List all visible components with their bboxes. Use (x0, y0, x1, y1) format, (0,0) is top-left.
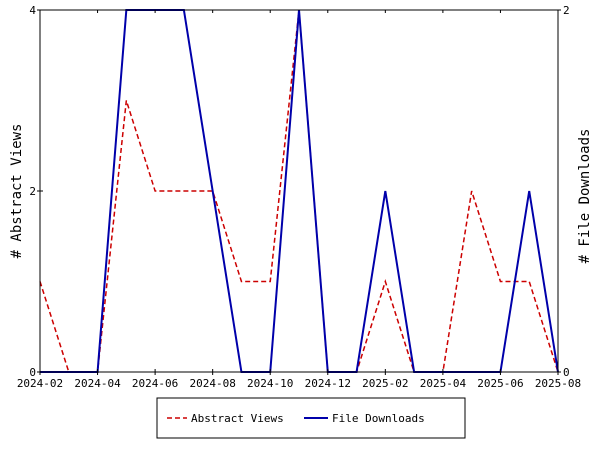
series-line-file-downloads (40, 9, 559, 373)
y-right-tick-label: 0 (563, 366, 570, 379)
x-tick-label: 2024-02 (17, 377, 63, 390)
x-tick-label: 2025-04 (420, 377, 467, 390)
x-tick-label: 2024-04 (74, 377, 121, 390)
plot-frame (39, 9, 559, 373)
y-left-tick-label: 0 (29, 366, 36, 379)
y-left-tick-label: 2 (29, 185, 36, 198)
x-tick-label: 2024-06 (132, 377, 178, 390)
y-left-tick-label: 4 (29, 4, 36, 17)
legend: Abstract Views File Downloads (156, 397, 466, 439)
plot-lines (39, 9, 559, 373)
x-axis: 2024-02 2024-04 2024-06 2024-08 2024-10 2024-… (17, 10, 581, 390)
legend-label-abstract-views: Abstract Views (191, 412, 284, 425)
x-tick-label: 2024-08 (189, 377, 235, 390)
x-tick-label: 2024-10 (247, 377, 293, 390)
y-axis-right-title: # File Downloads (577, 129, 593, 264)
y-axis-left: 0 2 4 (29, 4, 43, 379)
x-tick-label: 2025-08 (535, 377, 581, 390)
y-axis-left-title: # Abstract Views (9, 124, 25, 259)
x-tick-label: 2025-02 (362, 377, 408, 390)
y-axis-right: 02 (555, 4, 570, 379)
x-tick-label: 2025-06 (477, 377, 523, 390)
legend-label-file-downloads: File Downloads (332, 412, 425, 425)
series-line-abstract-views (39, 9, 559, 373)
x-tick-label: 2024-12 (305, 377, 351, 390)
y-right-tick-label: 2 (563, 4, 570, 17)
